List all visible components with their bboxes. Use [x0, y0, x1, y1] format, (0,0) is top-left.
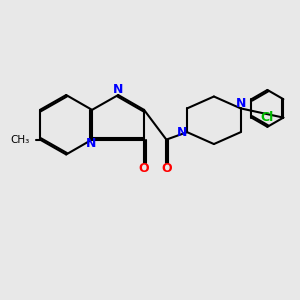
Text: Cl: Cl	[260, 111, 274, 124]
Text: O: O	[161, 162, 172, 175]
Text: N: N	[236, 97, 246, 110]
Text: N: N	[86, 137, 96, 150]
Text: N: N	[177, 126, 187, 139]
Text: O: O	[139, 162, 149, 175]
Text: CH₃: CH₃	[11, 135, 30, 145]
Text: N: N	[113, 83, 123, 96]
